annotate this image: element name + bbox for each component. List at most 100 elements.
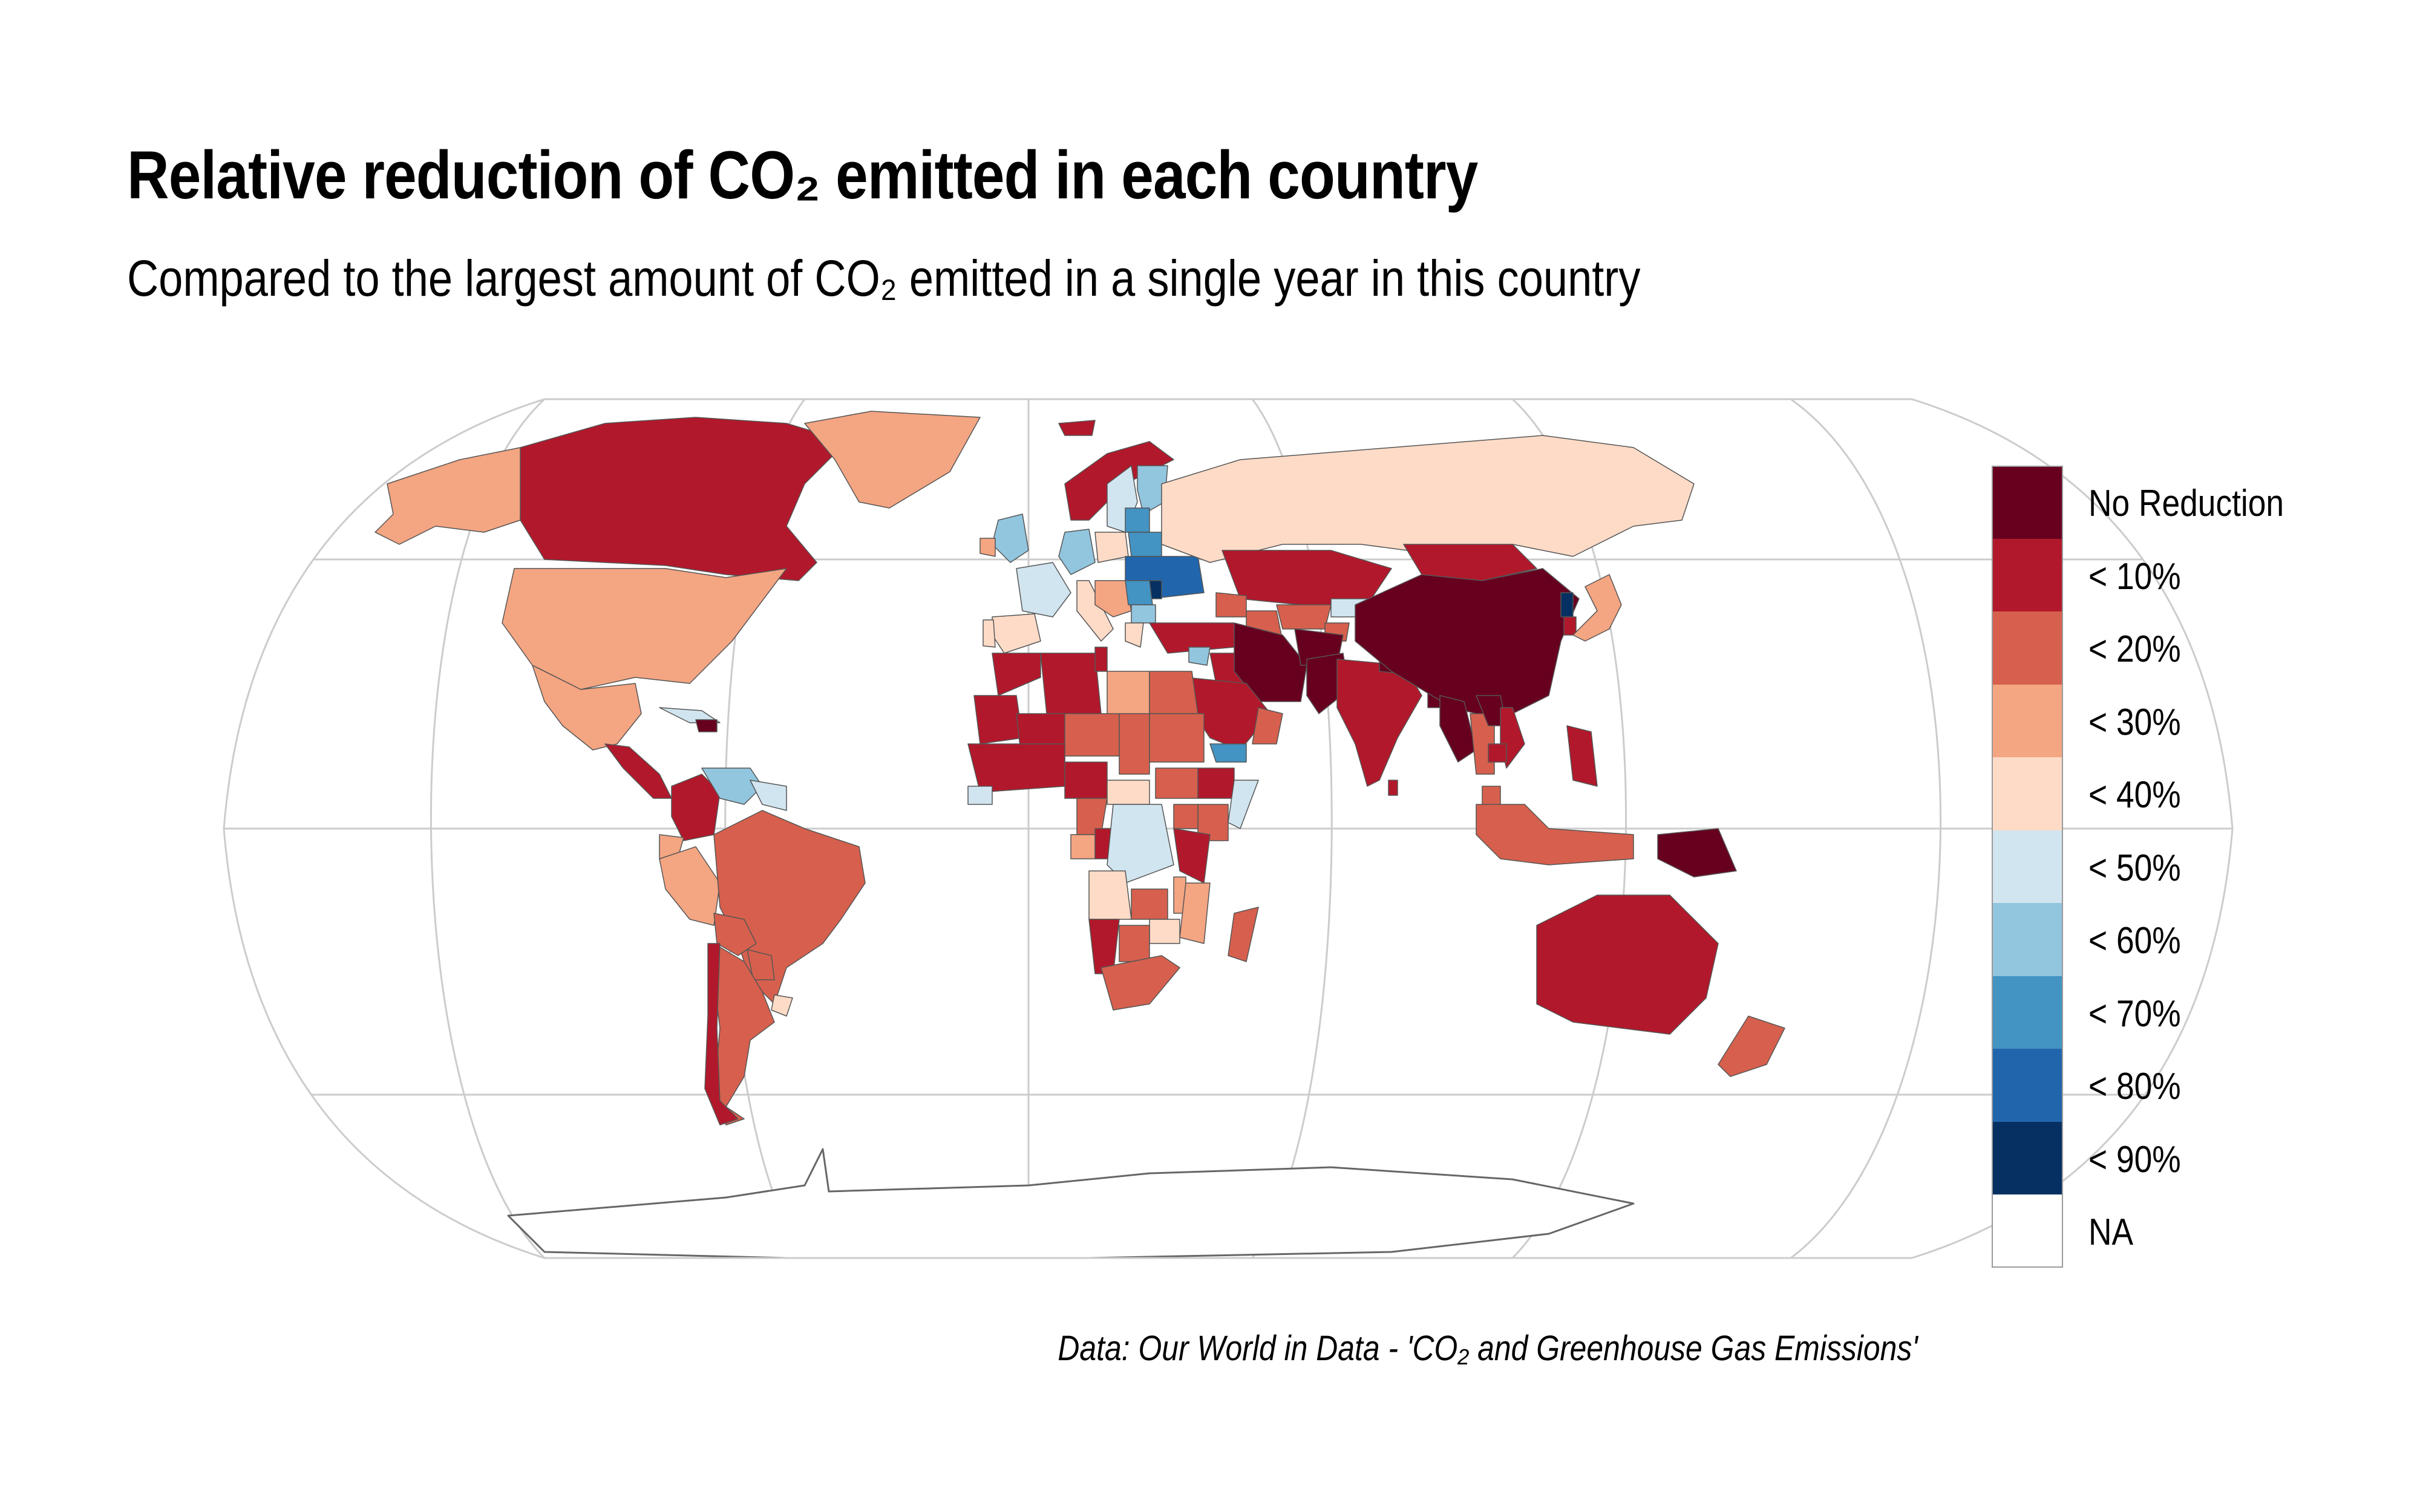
region-morocco: [992, 653, 1041, 696]
globe-outline: [223, 398, 2234, 1259]
region-united-states: [502, 568, 787, 690]
region-sri-lanka: [1388, 780, 1398, 796]
region-libya: [1107, 671, 1150, 720]
region-south-korea: [1563, 616, 1577, 636]
region-south-sudan: [1155, 767, 1199, 799]
region-ireland: [979, 538, 996, 557]
legend-item: < 90%: [1992, 1121, 2355, 1194]
region-greece: [1125, 622, 1144, 648]
region-belarus: [1128, 532, 1162, 557]
legend-item: < 70%: [1992, 976, 2355, 1049]
region-romania: [1125, 580, 1153, 605]
region-algeria: [1040, 653, 1102, 714]
page-title: Relative reduction of CO₂ emitted in eac…: [127, 137, 1478, 213]
legend-swatch: [1992, 466, 2063, 539]
region-ethiopia: [1197, 767, 1235, 799]
legend-label: < 70%: [2088, 992, 2181, 1035]
legend-swatch: [1992, 1049, 2063, 1122]
legend-label: < 10%: [2088, 555, 2181, 598]
legend-label: < 90%: [2088, 1138, 2181, 1181]
region-zimbabwe: [1149, 919, 1180, 944]
region-italy: [1076, 580, 1114, 642]
region-bulgaria: [1131, 604, 1156, 624]
region-egypt: [1149, 671, 1199, 714]
region-greenland: [804, 411, 981, 509]
region-peru: [659, 846, 721, 926]
region-france: [1016, 562, 1071, 618]
region-indonesia: [1476, 804, 1634, 865]
region-papua-new-guinea: [1657, 828, 1737, 878]
region-chile: [704, 943, 739, 1126]
region-paraguay: [747, 949, 775, 980]
legend-item: < 30%: [1992, 684, 2355, 757]
region-madagascar: [1228, 907, 1259, 962]
region-mexico: [532, 665, 642, 751]
region-spain: [992, 613, 1041, 654]
legend-label: < 20%: [2088, 628, 2181, 670]
region-uganda: [1173, 804, 1199, 829]
region-cambodia: [1488, 743, 1507, 763]
legend-swatch: [1992, 757, 2063, 830]
region-oman: [1252, 707, 1283, 745]
legend-swatch: [1992, 684, 2063, 757]
region-russia: [1161, 435, 1695, 563]
region-central-african-republic: [1107, 780, 1150, 805]
region-tunisia: [1094, 647, 1108, 672]
region-finland: [1137, 465, 1168, 515]
region-venezuela: [701, 767, 763, 805]
legend-label: NA: [2088, 1211, 2134, 1253]
legend-label: < 60%: [2088, 920, 2181, 962]
legend-item: < 40%: [1992, 757, 2355, 830]
country-regions: [374, 411, 1785, 1259]
region-yemen: [1209, 743, 1247, 763]
region-new-zealand: [1718, 1015, 1785, 1077]
region-dr-congo: [1107, 804, 1174, 884]
region-mauritania: [973, 695, 1023, 745]
legend-item: No Reduction: [1992, 466, 2355, 539]
region-uruguay: [771, 994, 793, 1017]
legend-label: No Reduction: [2088, 483, 2284, 524]
region-zambia: [1131, 888, 1168, 920]
graticule-meridian: [1790, 399, 1941, 1258]
legend-swatch: [1992, 830, 2063, 903]
legend-item: < 10%: [1992, 538, 2355, 611]
legend-label: < 80%: [2088, 1066, 2181, 1107]
legend-item: < 80%: [1992, 1049, 2355, 1122]
region-guianas: [750, 780, 787, 811]
region-antarctica: [507, 1148, 1635, 1259]
region-philippines: [1566, 725, 1598, 787]
region-nigeria: [1064, 761, 1108, 799]
legend-swatch: [1992, 976, 2063, 1049]
legend-label: < 40%: [2088, 774, 2181, 816]
region-iceland: [1058, 420, 1096, 436]
legend-swatch: [1992, 611, 2063, 685]
region-botswana: [1119, 925, 1150, 962]
legend-swatch: [1992, 538, 2063, 611]
region-caucasus: [1215, 592, 1247, 618]
region-mozambique: [1179, 882, 1211, 944]
region-central-america: [604, 743, 672, 799]
region-mongolia: [1403, 544, 1537, 581]
region-syria: [1188, 647, 1211, 666]
region-tanzania: [1173, 828, 1211, 884]
legend-swatch: [1992, 1121, 2063, 1194]
legend: No Reduction < 10% < 20% < 30% < 40% < 50% < 6…: [1992, 466, 2355, 1268]
region-somalia: [1228, 780, 1259, 829]
region-united-kingdom: [992, 513, 1029, 563]
page-subtitle: Compared to the largest amount of CO₂ em…: [127, 250, 1641, 307]
region-south-africa: [1100, 955, 1180, 1011]
region-liberia: [967, 786, 993, 805]
legend-item: < 20%: [1992, 611, 2355, 685]
legend-swatch: [1992, 1194, 2063, 1268]
region-germany: [1058, 529, 1096, 575]
legend-item: < 60%: [1992, 903, 2355, 976]
region-iran: [1234, 622, 1307, 702]
legend-item: < 50%: [1992, 830, 2355, 903]
legend-item: NA: [1992, 1194, 2355, 1268]
region-cuba: [659, 707, 721, 723]
region-uzbekistan: [1276, 604, 1332, 630]
region-myanmar: [1439, 695, 1477, 763]
region-haiti: [695, 719, 718, 732]
region-chad: [1119, 713, 1150, 775]
